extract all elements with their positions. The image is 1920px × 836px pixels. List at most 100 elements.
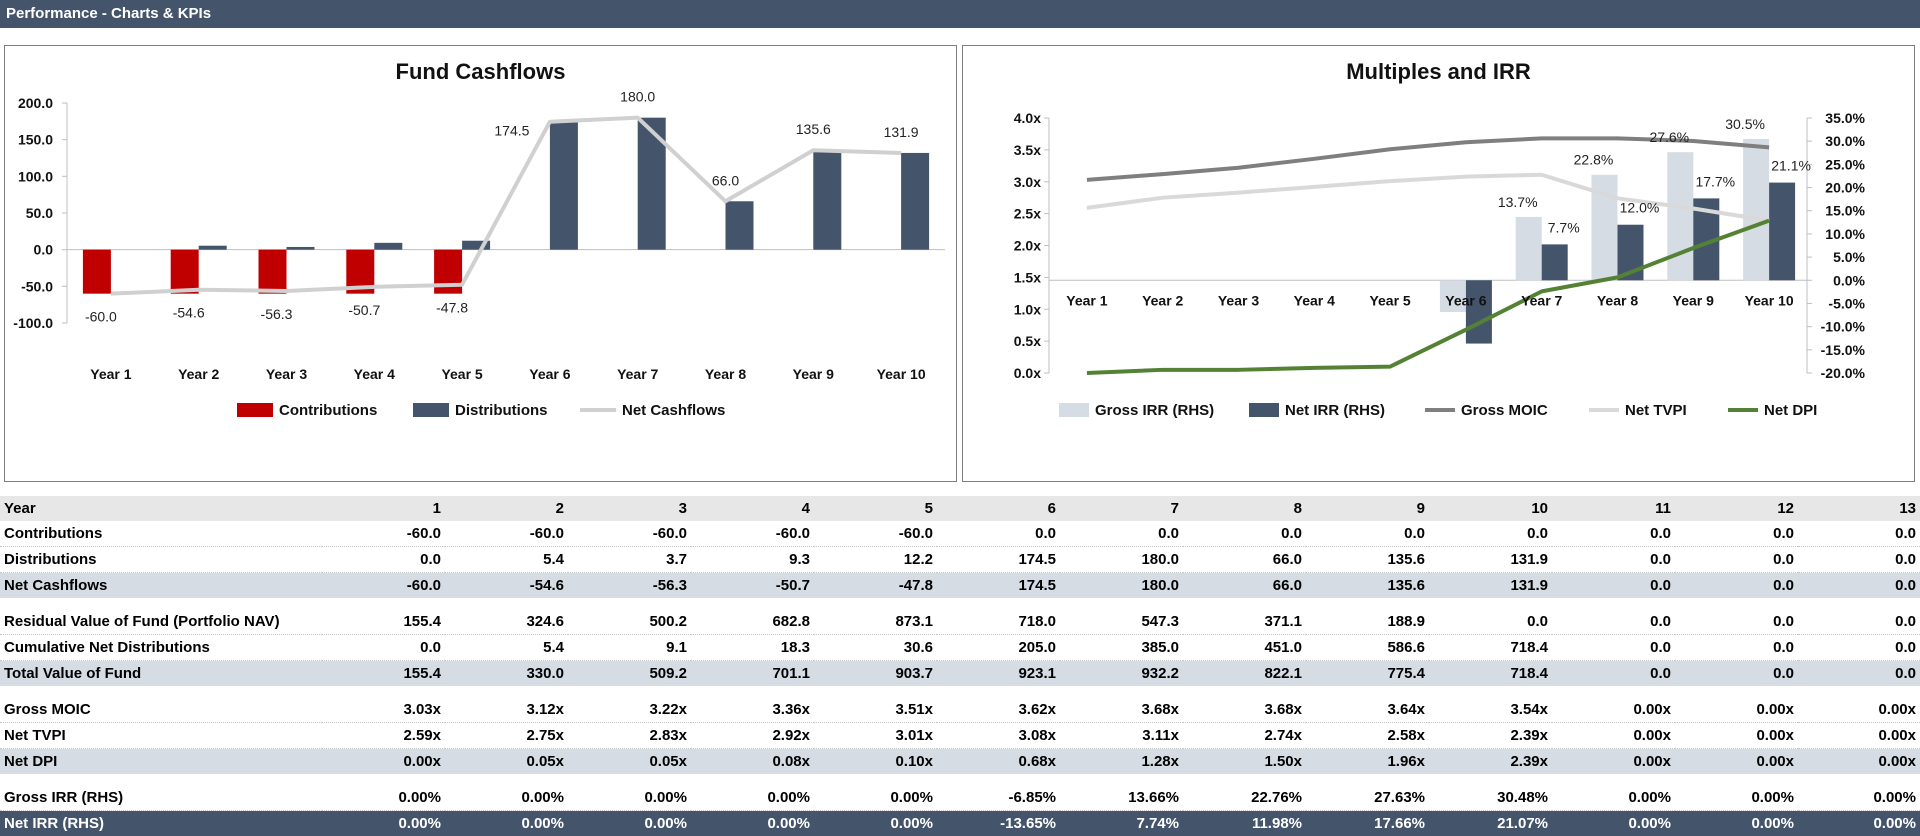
table-cell[interactable]: -47.8 (814, 572, 937, 598)
table-cell[interactable]: 822.1 (1183, 660, 1306, 686)
table-cell[interactable]: 0.00x (1798, 722, 1920, 749)
table-cell[interactable]: 0.00% (445, 785, 568, 811)
table-cell[interactable]: 12.2 (814, 546, 937, 573)
table-cell[interactable]: 0.0 (322, 546, 445, 573)
table-cell[interactable]: 3.68x (1183, 697, 1306, 723)
table-cell[interactable]: 0.00% (814, 785, 937, 811)
table-cell[interactable]: 131.9 (1429, 546, 1552, 573)
table-cell[interactable]: 0.00x (1798, 748, 1920, 774)
table-cell[interactable]: 324.6 (445, 609, 568, 635)
table-cell[interactable]: 0.0 (1429, 609, 1552, 635)
table-cell[interactable]: 0.0 (1675, 634, 1798, 661)
table-cell[interactable]: 66.0 (1183, 546, 1306, 573)
row-label[interactable]: Cumulative Net Distributions (0, 634, 322, 661)
table-cell[interactable]: 385.0 (1060, 634, 1183, 661)
table-cell[interactable]: 11 (1552, 496, 1675, 521)
row-label[interactable]: Contributions (0, 521, 322, 547)
row-label[interactable]: Net Cashflows (0, 572, 322, 598)
table-cell[interactable]: 0.00x (1675, 697, 1798, 723)
table-cell[interactable]: 2.39x (1429, 722, 1552, 749)
table-cell[interactable]: 0.00x (1798, 697, 1920, 723)
table-cell[interactable]: 13.66% (1060, 785, 1183, 811)
table-cell[interactable]: 0.0 (1552, 521, 1675, 547)
table-cell[interactable]: 3.51x (814, 697, 937, 723)
table-cell[interactable]: 500.2 (568, 609, 691, 635)
table-cell[interactable]: 547.3 (1060, 609, 1183, 635)
table-cell[interactable]: 0.00x (1675, 748, 1798, 774)
table-cell[interactable]: 0.68x (937, 748, 1060, 774)
table-cell[interactable]: 451.0 (1183, 634, 1306, 661)
table-cell[interactable]: 0.0 (1552, 609, 1675, 635)
table-cell[interactable]: 0.00% (568, 785, 691, 811)
table-cell[interactable]: 0.00% (1675, 785, 1798, 811)
table-cell[interactable]: 0.00% (568, 810, 691, 836)
table-cell[interactable]: -60.0 (322, 572, 445, 598)
table-cell[interactable]: 0.0 (1552, 634, 1675, 661)
table-cell[interactable]: 0.00x (1552, 748, 1675, 774)
table-cell[interactable]: 17.66% (1306, 810, 1429, 836)
table-cell[interactable]: 0.00% (1552, 785, 1675, 811)
table-cell[interactable]: 0.0 (937, 521, 1060, 547)
table-cell[interactable]: 135.6 (1306, 546, 1429, 573)
row-label[interactable]: Gross IRR (RHS) (0, 785, 322, 811)
row-label[interactable]: Gross MOIC (0, 697, 322, 723)
table-cell[interactable]: 188.9 (1306, 609, 1429, 635)
table-cell[interactable]: 2.58x (1306, 722, 1429, 749)
table-cell[interactable]: 0.00% (691, 785, 814, 811)
table-cell[interactable]: 775.4 (1306, 660, 1429, 686)
table-cell[interactable]: 8 (1183, 496, 1306, 521)
table-cell[interactable]: 371.1 (1183, 609, 1306, 635)
table-cell[interactable]: 2.92x (691, 722, 814, 749)
table-cell[interactable]: 174.5 (937, 572, 1060, 598)
table-cell[interactable]: 0.00x (322, 748, 445, 774)
table-cell[interactable]: 0.00% (1798, 785, 1920, 811)
table-cell[interactable]: 3.7 (568, 546, 691, 573)
table-cell[interactable]: 0.00% (1798, 810, 1920, 836)
table-cell[interactable]: 4 (691, 496, 814, 521)
table-cell[interactable]: 205.0 (937, 634, 1060, 661)
table-cell[interactable]: 30.6 (814, 634, 937, 661)
table-cell[interactable]: 2.83x (568, 722, 691, 749)
table-cell[interactable]: -60.0 (322, 521, 445, 547)
table-cell[interactable]: 0.0 (1552, 546, 1675, 573)
table-cell[interactable]: 0.0 (1060, 521, 1183, 547)
table-cell[interactable]: 0.00% (322, 785, 445, 811)
table-cell[interactable]: 701.1 (691, 660, 814, 686)
table-cell[interactable]: 5 (814, 496, 937, 521)
table-cell[interactable]: 509.2 (568, 660, 691, 686)
table-cell[interactable]: 0.0 (1183, 521, 1306, 547)
table-cell[interactable]: 13 (1798, 496, 1920, 521)
table-cell[interactable]: 3.22x (568, 697, 691, 723)
multiples-irr-chart[interactable]: Multiples and IRR 4.0x 3.5x 3.0x 2.5x 2.0x 1.5… (962, 45, 1915, 482)
table-cell[interactable]: 3.54x (1429, 697, 1552, 723)
table-cell[interactable]: 0.00% (691, 810, 814, 836)
table-cell[interactable]: 5.4 (445, 634, 568, 661)
table-cell[interactable]: 21.07% (1429, 810, 1552, 836)
table-cell[interactable]: 12 (1675, 496, 1798, 521)
table-cell[interactable]: -6.85% (937, 785, 1060, 811)
table-cell[interactable]: 923.1 (937, 660, 1060, 686)
table-cell[interactable]: 155.4 (322, 609, 445, 635)
table-cell[interactable]: 718.4 (1429, 634, 1552, 661)
table-cell[interactable]: 10 (1429, 496, 1552, 521)
table-cell[interactable]: 27.63% (1306, 785, 1429, 811)
table-cell[interactable]: 3.12x (445, 697, 568, 723)
table-cell[interactable]: 9.3 (691, 546, 814, 573)
table-cell[interactable]: 6 (937, 496, 1060, 521)
table-cell[interactable]: 330.0 (445, 660, 568, 686)
table-cell[interactable]: 1.96x (1306, 748, 1429, 774)
table-cell[interactable]: 0.00% (1552, 810, 1675, 836)
table-cell[interactable]: 9 (1306, 496, 1429, 521)
table-cell[interactable]: 3.01x (814, 722, 937, 749)
table-cell[interactable]: 22.76% (1183, 785, 1306, 811)
table-cell[interactable]: 135.6 (1306, 572, 1429, 598)
table-cell[interactable]: 0.00% (322, 810, 445, 836)
table-cell[interactable]: 3.68x (1060, 697, 1183, 723)
table-cell[interactable]: 1.50x (1183, 748, 1306, 774)
table-cell[interactable]: 3.11x (1060, 722, 1183, 749)
table-cell[interactable]: 3.62x (937, 697, 1060, 723)
table-cell[interactable]: 0.0 (1306, 521, 1429, 547)
table-cell[interactable]: 0.0 (1675, 521, 1798, 547)
table-cell[interactable]: 155.4 (322, 660, 445, 686)
table-cell[interactable]: 2.39x (1429, 748, 1552, 774)
